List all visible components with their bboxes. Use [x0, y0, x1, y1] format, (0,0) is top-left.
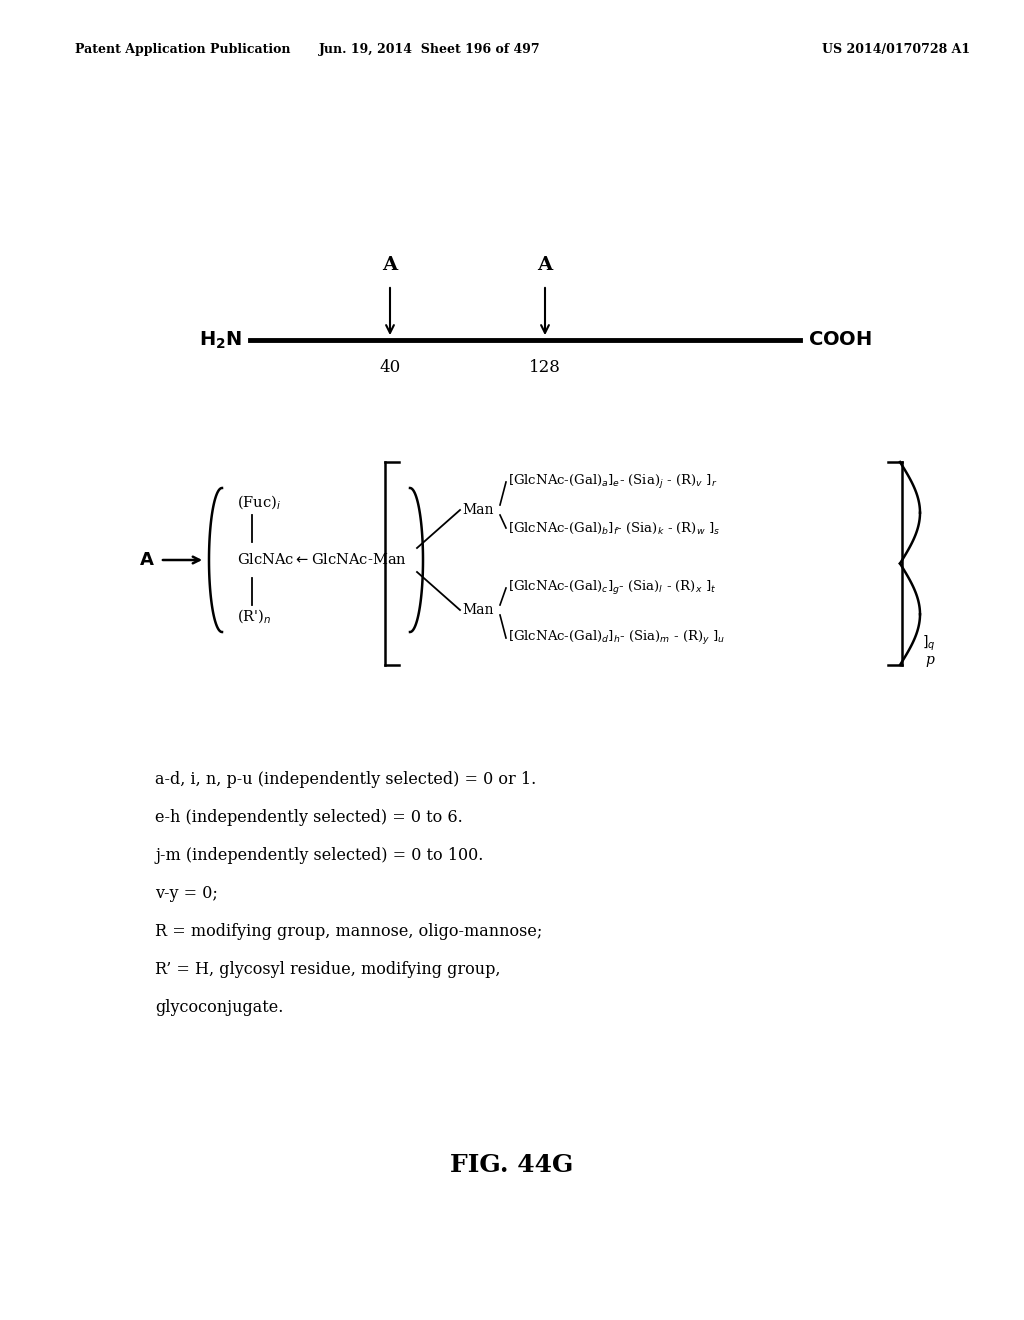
- Text: R = modifying group, mannose, oligo-mannose;: R = modifying group, mannose, oligo-mann…: [155, 924, 543, 940]
- Text: R’ = H, glycosyl residue, modifying group,: R’ = H, glycosyl residue, modifying grou…: [155, 961, 501, 978]
- Text: GlcNAc$\leftarrow$GlcNAc-Man: GlcNAc$\leftarrow$GlcNAc-Man: [237, 553, 407, 568]
- Text: 40: 40: [379, 359, 400, 376]
- Text: $\left[\right.$GlcNAc-(Gal)$_b]_f$- (Sia)$_k$ - (R)$_w$ $\left.\right]_s$: $\left[\right.$GlcNAc-(Gal)$_b]_f$- (Sia…: [508, 520, 720, 536]
- Text: v-y = 0;: v-y = 0;: [155, 886, 218, 903]
- Text: (R')$_n$: (R')$_n$: [237, 607, 271, 626]
- Text: a-d, i, n, p-u (independently selected) = 0 or 1.: a-d, i, n, p-u (independently selected) …: [155, 771, 537, 788]
- Text: A: A: [538, 256, 553, 275]
- Text: 128: 128: [529, 359, 561, 376]
- Text: j-m (independently selected) = 0 to 100.: j-m (independently selected) = 0 to 100.: [155, 847, 483, 865]
- Text: $\mathbf{COOH}$: $\mathbf{COOH}$: [808, 331, 872, 348]
- Text: $\left[\right.$GlcNAc-(Gal)$_a]_e$- (Sia)$_j$ - (R)$_v$ $\left.\right]_r$: $\left[\right.$GlcNAc-(Gal)$_a]_e$- (Sia…: [508, 473, 717, 491]
- Text: $\left[\right.$GlcNAc-(Gal)$_c]_g$- (Sia)$_l$ - (R)$_x$ $\left.\right]_t$: $\left[\right.$GlcNAc-(Gal)$_c]_g$- (Sia…: [508, 579, 717, 597]
- Text: p: p: [925, 653, 934, 667]
- Text: Jun. 19, 2014  Sheet 196 of 497: Jun. 19, 2014 Sheet 196 of 497: [319, 44, 541, 57]
- Text: Man: Man: [462, 503, 494, 517]
- Text: $]_q$: $]_q$: [922, 634, 935, 652]
- Text: Man: Man: [462, 603, 494, 616]
- Text: $\mathbf{H_2N}$: $\mathbf{H_2N}$: [199, 330, 242, 351]
- Text: e-h (independently selected) = 0 to 6.: e-h (independently selected) = 0 to 6.: [155, 809, 463, 826]
- Text: $\mathbf{A}$: $\mathbf{A}$: [139, 550, 155, 569]
- Text: $\left[\right.$GlcNAc-(Gal)$_d]_h$- (Sia)$_m$ - (R)$_y$ $\left.\right]_u$: $\left[\right.$GlcNAc-(Gal)$_d]_h$- (Sia…: [508, 630, 725, 647]
- Text: US 2014/0170728 A1: US 2014/0170728 A1: [822, 44, 970, 57]
- Text: glycoconjugate.: glycoconjugate.: [155, 999, 284, 1016]
- Text: (Fuc)$_i$: (Fuc)$_i$: [237, 494, 282, 512]
- Text: FIG. 44G: FIG. 44G: [451, 1152, 573, 1177]
- Text: Patent Application Publication: Patent Application Publication: [75, 44, 291, 57]
- Text: A: A: [382, 256, 397, 275]
